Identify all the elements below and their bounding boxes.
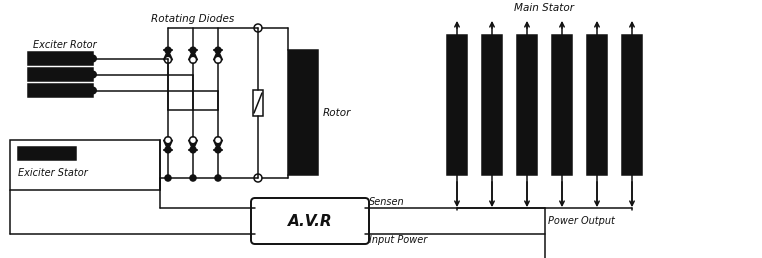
Bar — [482, 35, 502, 175]
Circle shape — [215, 175, 221, 181]
Text: Rotor: Rotor — [323, 108, 351, 117]
Bar — [552, 35, 572, 175]
Polygon shape — [189, 140, 197, 150]
Circle shape — [190, 175, 196, 181]
Bar — [447, 35, 467, 175]
Circle shape — [214, 56, 222, 63]
Circle shape — [165, 47, 171, 53]
Polygon shape — [164, 50, 172, 60]
Bar — [28, 68, 93, 81]
Circle shape — [215, 147, 221, 153]
Circle shape — [165, 137, 171, 144]
Circle shape — [254, 174, 262, 182]
Circle shape — [90, 71, 96, 78]
Bar — [517, 35, 537, 175]
Circle shape — [254, 24, 262, 32]
Text: Rotating Diodes: Rotating Diodes — [152, 14, 235, 24]
FancyBboxPatch shape — [251, 198, 369, 244]
Circle shape — [215, 47, 221, 53]
Circle shape — [165, 56, 171, 63]
Bar — [10, 140, 160, 190]
Text: Exciter Rotor: Exciter Rotor — [33, 40, 97, 50]
Text: Sensen: Sensen — [369, 197, 405, 207]
Bar — [253, 90, 263, 116]
Bar — [622, 35, 642, 175]
Text: Exiciter Stator: Exiciter Stator — [18, 168, 88, 178]
Bar — [18, 147, 76, 160]
Bar — [587, 35, 607, 175]
Text: A.V.R: A.V.R — [288, 214, 332, 229]
Text: Main Stator: Main Stator — [514, 3, 575, 13]
Circle shape — [165, 175, 171, 181]
Circle shape — [190, 56, 197, 63]
Text: Input Power: Input Power — [369, 235, 427, 245]
Polygon shape — [213, 140, 223, 150]
Circle shape — [165, 147, 171, 153]
Bar — [288, 50, 318, 175]
Polygon shape — [164, 140, 172, 150]
Polygon shape — [189, 50, 197, 60]
Circle shape — [190, 47, 196, 53]
Circle shape — [190, 147, 196, 153]
Text: Power Output: Power Output — [549, 216, 616, 226]
Circle shape — [190, 137, 197, 144]
Bar — [28, 52, 93, 65]
Bar — [28, 84, 93, 97]
Circle shape — [214, 137, 222, 144]
Circle shape — [90, 55, 96, 62]
Polygon shape — [213, 50, 223, 60]
Circle shape — [90, 87, 96, 94]
